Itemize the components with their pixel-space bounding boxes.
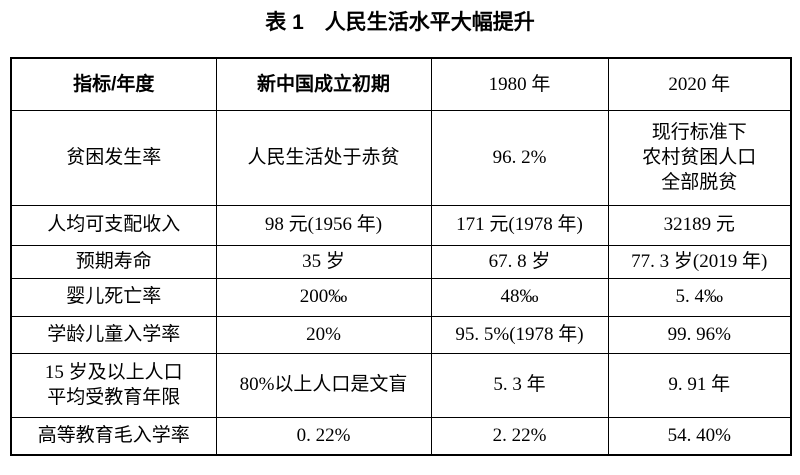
table-cell: 99. 96% [607,315,792,354]
table-cell: 32189 元 [607,204,792,246]
table-row-school-enrollment: 学龄儿童入学率 20% 95. 5%(1978 年) 99. 96% [10,315,792,354]
row-label: 贫困发生率 [10,109,217,206]
table-cell: 48‰ [430,277,609,317]
table-caption: 表 1 人民生活水平大幅提升 [265,11,535,34]
table-row-poverty-rate: 贫困发生率 人民生活处于赤贫 96. 2% 现行标准下 农村贫困人口 全部脱贫 [10,109,792,206]
table-cell: 现行标准下 农村贫困人口 全部脱贫 [607,109,792,206]
table-row-higher-education: 高等教育毛入学率 0. 22% 2. 22% 54. 40% [10,416,792,456]
document-page: 表 1 人民生活水平大幅提升 指标/年度 新中国成立初期 1980 年 2020… [0,9,800,475]
table-cell: 35 岁 [215,244,432,279]
table-cell: 67. 8 岁 [430,244,609,279]
header-row: 指标/年度 新中国成立初期 1980 年 2020 年 [10,57,792,111]
table-cell: 5. 4‰ [607,277,792,317]
table-cell: 人民生活处于赤贫 [215,109,432,206]
header-cell-early-prc: 新中国成立初期 [215,57,432,111]
table-cell: 9. 91 年 [607,352,792,418]
table-row-education-years: 15 岁及以上人口 平均受教育年限 80%以上人口是文盲 5. 3 年 9. 9… [10,352,792,418]
table-cell: 95. 5%(1978 年) [430,315,609,354]
table-cell: 54. 40% [607,416,792,456]
row-label: 高等教育毛入学率 [10,416,217,456]
table-cell: 2. 22% [430,416,609,456]
data-table: 指标/年度 新中国成立初期 1980 年 2020 年 贫困发生率 人民生活处于… [10,57,792,456]
table-cell: 171 元(1978 年) [430,204,609,246]
table-row-life-expectancy: 预期寿命 35 岁 67. 8 岁 77. 3 岁(2019 年) [10,244,792,279]
table-cell: 5. 3 年 [430,352,609,418]
header-cell-1980: 1980 年 [430,57,609,111]
table-cell: 20% [215,315,432,354]
header-cell-indicator: 指标/年度 [10,57,217,111]
row-label: 学龄儿童入学率 [10,315,217,354]
row-label: 人均可支配收入 [10,204,217,246]
table-cell: 80%以上人口是文盲 [215,352,432,418]
row-label: 预期寿命 [10,244,217,279]
table-row-disposable-income: 人均可支配收入 98 元(1956 年) 171 元(1978 年) 32189… [10,204,792,246]
table-cell: 96. 2% [430,109,609,206]
table-row-infant-mortality: 婴儿死亡率 200‰ 48‰ 5. 4‰ [10,277,792,317]
header-cell-2020: 2020 年 [607,57,792,111]
table-cell: 0. 22% [215,416,432,456]
table-cell: 200‰ [215,277,432,317]
table-cell: 77. 3 岁(2019 年) [607,244,792,279]
row-label: 15 岁及以上人口 平均受教育年限 [10,352,217,418]
row-label: 婴儿死亡率 [10,277,217,317]
table-cell: 98 元(1956 年) [215,204,432,246]
